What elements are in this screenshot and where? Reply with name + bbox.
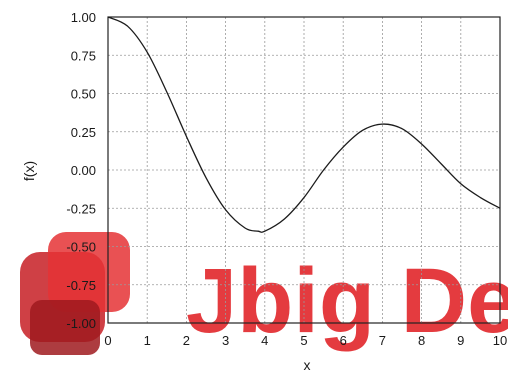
y-tick-label: -0.75 (66, 278, 96, 293)
watermark-text: Jbig De (186, 250, 508, 352)
x-tick-label: 10 (493, 333, 507, 348)
y-tick-label: 1.00 (71, 10, 96, 25)
x-tick-label: 1 (144, 333, 151, 348)
x-tick-label: 5 (300, 333, 307, 348)
watermark: Jbig De (20, 232, 508, 355)
x-tick-label: 9 (457, 333, 464, 348)
y-tick-label: -0.50 (66, 240, 96, 255)
y-tick-labels: 1.00 0.75 0.50 0.25 0.00 -0.25 -0.50 -0.75 -1.00 (66, 10, 96, 331)
x-tick-label: 2 (183, 333, 190, 348)
y-tick-label: 0.25 (71, 125, 96, 140)
series-line (107, 16, 501, 233)
x-tick-label: 3 (222, 333, 229, 348)
x-tick-label: 7 (379, 333, 386, 348)
data-points (107, 16, 502, 233)
y-tick-label: -1.00 (66, 316, 96, 331)
x-tick-labels: 0 1 2 3 4 5 6 7 8 9 10 (104, 333, 507, 348)
grid (108, 17, 500, 323)
watermark-cube-bottom (30, 300, 100, 355)
y-tick-label: -0.25 (66, 201, 96, 216)
y-tick-label: 0.50 (71, 87, 96, 102)
y-tick-label: 0.75 (71, 48, 96, 63)
y-axis-label: f(x) (21, 161, 37, 181)
x-tick-label: 0 (104, 333, 111, 348)
x-tick-label: 6 (340, 333, 347, 348)
plot-frame (107, 16, 501, 324)
x-axis-label: x (304, 357, 311, 373)
y-tick-label: 0.00 (71, 163, 96, 178)
x-tick-label: 4 (261, 333, 268, 348)
watermark-cube-top (48, 232, 130, 312)
x-tick-label: 8 (418, 333, 425, 348)
